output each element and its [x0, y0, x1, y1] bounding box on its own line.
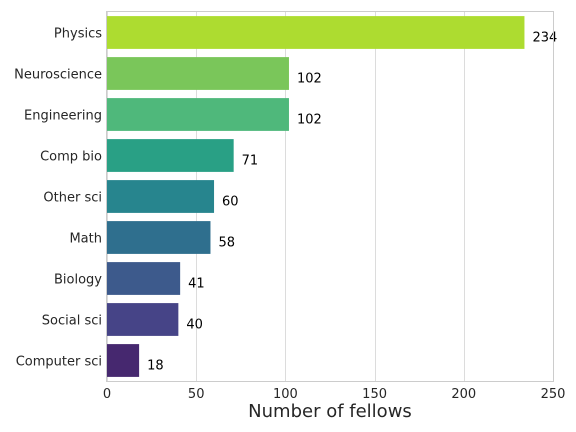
- data-labels: 234 102 102 71 60 58 41 40 18: [147, 31, 557, 374]
- data-label-comp-bio: 71: [242, 154, 259, 169]
- bar-engineering: [107, 98, 289, 131]
- x-axis-title: Number of fellows: [248, 401, 412, 422]
- category-label-engineering: Engineering: [24, 109, 102, 124]
- data-label-engineering: 102: [297, 113, 322, 128]
- bar-physics: [107, 16, 525, 49]
- category-label-neuroscience: Neuroscience: [14, 68, 102, 83]
- bar-social-sci: [107, 303, 179, 336]
- category-label-comp-bio: Comp bio: [40, 150, 102, 165]
- x-tick-label: 0: [103, 387, 111, 402]
- category-label-physics: Physics: [54, 27, 102, 42]
- data-label-other-sci: 60: [222, 195, 239, 210]
- bar-neuroscience: [107, 57, 289, 90]
- bar-comp-bio: [107, 139, 234, 172]
- category-label-computer-sci: Computer sci: [16, 355, 102, 370]
- category-label-other-sci: Other sci: [43, 191, 102, 206]
- x-tick-labels: 0 50 100 150 200 250: [103, 387, 566, 402]
- category-label-biology: Biology: [54, 273, 102, 288]
- data-label-physics: 234: [532, 31, 557, 46]
- x-tick-label: 50: [188, 387, 205, 402]
- bars: [107, 16, 525, 377]
- x-tick-label: 100: [273, 387, 298, 402]
- bar-biology: [107, 262, 181, 295]
- category-label-social-sci: Social sci: [42, 314, 102, 329]
- data-label-neuroscience: 102: [297, 72, 322, 87]
- plot-frame: [106, 11, 554, 382]
- data-label-math: 58: [218, 236, 235, 251]
- data-label-social-sci: 40: [186, 318, 203, 333]
- category-labels: Physics Neuroscience Engineering Comp bio Ot…: [14, 27, 102, 370]
- data-label-computer-sci: 18: [147, 359, 164, 374]
- x-tick-label: 250: [541, 387, 566, 402]
- x-tick-label: 150: [362, 387, 387, 402]
- bar-math: [107, 221, 211, 254]
- bar-computer-sci: [107, 344, 140, 377]
- x-tick-label: 200: [451, 387, 476, 402]
- bar-other-sci: [107, 180, 215, 213]
- category-label-math: Math: [69, 232, 102, 247]
- data-label-biology: 41: [188, 277, 205, 292]
